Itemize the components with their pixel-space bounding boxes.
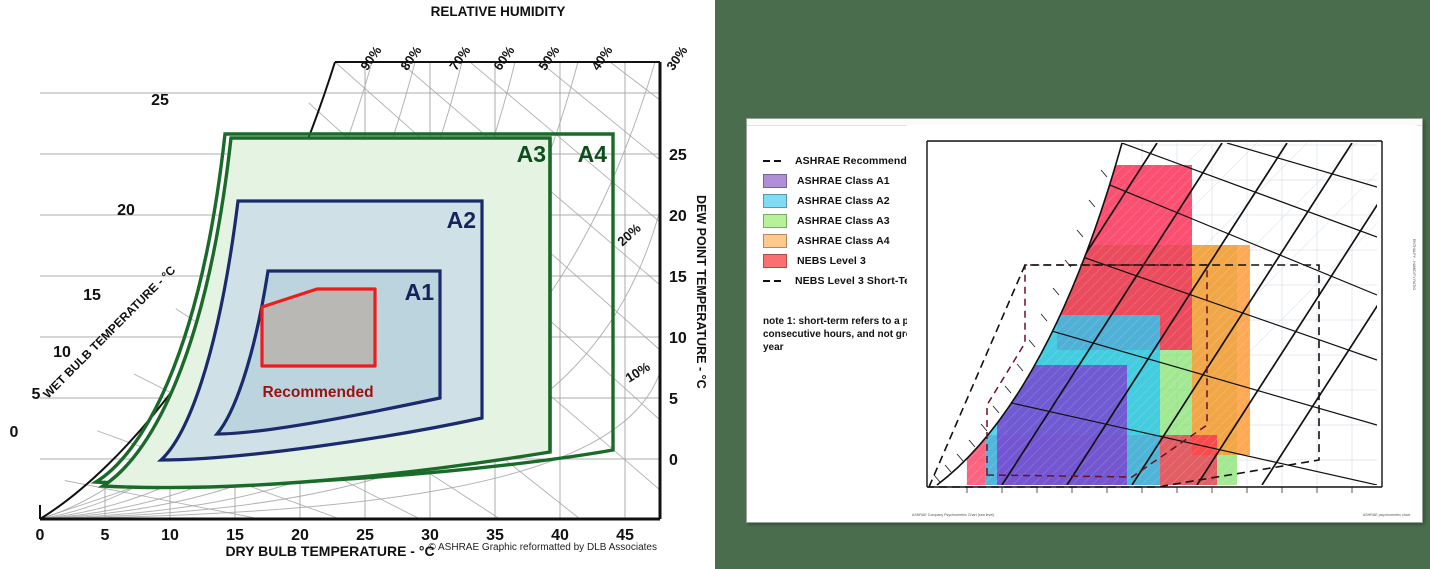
chart-credit: © ASHRAE Graphic reformatted by DLB Asso… (428, 542, 657, 553)
small-chart-vertical-label: ENTHALPY - HUMIDITY RATIO (1412, 239, 1416, 291)
region-label-a3: A3 (517, 141, 546, 167)
x-axis-ticks-small (966, 487, 1353, 493)
svg-text:10: 10 (161, 527, 179, 544)
legend-label: ASHRAE Class A1 (797, 175, 890, 187)
legend-card: ASHRAE Recommended A1-A4 ASHRAE Class A1… (746, 118, 1423, 523)
right-panel: ASHRAE Recommended A1-A4 ASHRAE Class A1… (715, 0, 1430, 569)
svg-text:10: 10 (669, 330, 687, 347)
wet-bulb-ticks: 0 5 10 15 20 25 (10, 92, 169, 441)
dashed-line-icon (763, 275, 785, 287)
svg-text:0: 0 (669, 452, 678, 469)
x-axis-title: DRY BULB TEMPERATURE - °C (225, 543, 434, 559)
swatch-icon (763, 174, 787, 188)
small-chart-caption: ASHRAE Company Psychrometric Chart (sea … (912, 513, 995, 517)
legend-note: note 1: short-term refers to a period no… (763, 316, 1026, 353)
swatch-icon (763, 214, 787, 228)
region-label-recommended: Recommended (262, 384, 373, 401)
dew-point-ticks: 0 5 10 15 20 25 (669, 147, 687, 469)
legend-label: NEBS Level 3 Short-Term[1] (795, 275, 937, 287)
legend-item-nebs3-short-term[interactable]: NEBS Level 3 Short-Term[1] (763, 271, 1053, 291)
relative-humidity-title: RELATIVE HUMIDITY (431, 4, 566, 19)
svg-text:5: 5 (669, 391, 678, 408)
svg-text:15: 15 (226, 527, 244, 544)
ashrae-psychrometric-chart: A3 A4 A2 A1 Recommended 0 5 10 15 20 25 … (10, 4, 708, 559)
dashed-line-icon (763, 155, 785, 167)
svg-text:15: 15 (669, 269, 687, 286)
axis-frame (39, 61, 662, 521)
region-recommended (260, 287, 377, 368)
left-chart-panel: A3 A4 A2 A1 Recommended 0 5 10 15 20 25 … (0, 0, 715, 569)
legend-item-nebs3[interactable]: NEBS Level 3 (763, 251, 1053, 271)
svg-text:40: 40 (551, 527, 569, 544)
axis-frame-small (926, 140, 1383, 488)
svg-text:5: 5 (101, 527, 110, 544)
svg-text:15: 15 (83, 287, 101, 304)
region-label-a2: A2 (447, 207, 476, 233)
svg-text:25: 25 (151, 92, 169, 109)
svg-text:5: 5 (32, 386, 41, 403)
svg-text:20: 20 (117, 202, 135, 219)
svg-text:20: 20 (669, 208, 687, 225)
svg-text:20: 20 (291, 527, 309, 544)
svg-text:30: 30 (421, 527, 439, 544)
svg-text:25: 25 (356, 527, 374, 544)
swatch-icon (763, 234, 787, 248)
legend-item-a3[interactable]: ASHRAE Class A3 (763, 211, 1053, 231)
svg-text:0: 0 (36, 527, 45, 544)
legend-label: NEBS Level 3 (797, 255, 866, 267)
envelope-nebs-short-term (927, 264, 1320, 488)
nebs-ashrae-psychrometric-chart (907, 125, 1417, 517)
svg-text:30%: 30% (663, 43, 690, 73)
svg-text:25: 25 (669, 147, 687, 164)
swatch-icon (763, 254, 787, 268)
legend-item-a4[interactable]: ASHRAE Class A4 (763, 231, 1053, 251)
svg-text:0: 0 (10, 424, 19, 441)
legend-item-a1[interactable]: ASHRAE Class A1 (763, 171, 1053, 191)
legend-item-a2[interactable]: ASHRAE Class A2 (763, 191, 1053, 211)
small-chart-caption-right: ASHRAE psychrometric chart (1362, 513, 1410, 517)
svg-text:10: 10 (53, 344, 71, 361)
region-label-a1: A1 (405, 279, 435, 305)
x-axis-ticks: 0 5 10 15 20 25 30 35 40 45 (36, 527, 634, 544)
swatch-icon (763, 194, 787, 208)
envelope-ashrae-recommended (986, 264, 1208, 478)
svg-text:35: 35 (486, 527, 504, 544)
legend-label: ASHRAE Class A3 (797, 215, 890, 227)
legend-label: ASHRAE Class A2 (797, 195, 890, 207)
svg-text:45: 45 (616, 527, 634, 544)
card-topbar-text (751, 118, 752, 123)
region-label-a4: A4 (578, 141, 608, 167)
legend-label: ASHRAE Class A4 (797, 235, 890, 247)
dew-point-axis-title: DEW POINT TEMPERATURE - °C (694, 195, 708, 389)
saturation-curve-small (936, 142, 1123, 486)
saturation-tick-comb (933, 169, 1108, 483)
